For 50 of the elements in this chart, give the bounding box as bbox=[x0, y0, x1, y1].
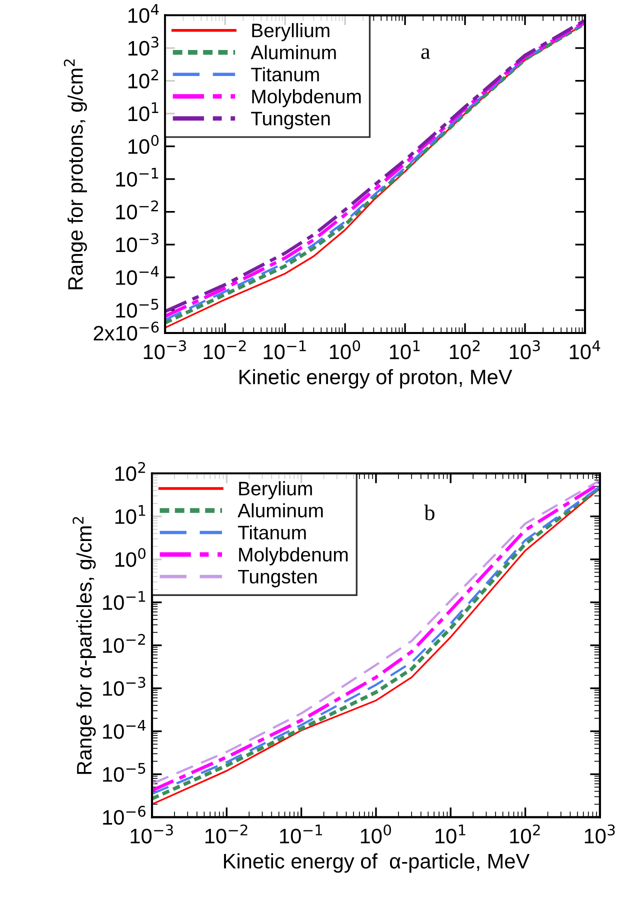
y-tick-label: 10$^{0}$ bbox=[128, 134, 159, 154]
x-tick-label: 10$^{4}$ bbox=[570, 340, 600, 360]
y-tick-label: 10$^{−5}$ bbox=[116, 298, 158, 318]
y-tick-label: 10$^{1}$ bbox=[115, 505, 146, 524]
annotation: a bbox=[421, 48, 430, 59]
y-tick-label: 10$^{−2}$ bbox=[116, 200, 158, 220]
legend-label: Titanum bbox=[238, 525, 306, 540]
y-axis-title: Range for α-particles, g/cm$^{2}$ bbox=[72, 517, 96, 774]
y-tick-label: 10$^{−5}$ bbox=[103, 763, 146, 782]
x-tick-label: 10$^{1}$ bbox=[436, 824, 466, 844]
annotation: b bbox=[424, 504, 434, 520]
x-tick-label: 10$^{−2}$ bbox=[204, 340, 246, 360]
legend-label: Aluminum bbox=[238, 503, 323, 518]
x-tick-label: 10$^{1}$ bbox=[390, 340, 420, 360]
y-tick-label: 10$^{2}$ bbox=[115, 462, 146, 481]
legend-label: Titanum bbox=[251, 67, 319, 82]
y-tick-label: 10$^{3}$ bbox=[128, 36, 158, 56]
text: Berylium bbox=[239, 481, 312, 500]
y-tick-label: 10$^{−3}$ bbox=[103, 676, 146, 696]
y-tick-label: 10$^{−3}$ bbox=[116, 233, 158, 252]
x-tick-label: 10$^{3}$ bbox=[584, 824, 615, 844]
x-tick-label: 10$^{2}$ bbox=[510, 824, 540, 844]
x-axis-title: Kinetic energy of α-particle, MeV bbox=[224, 853, 530, 873]
y-tick-label: 10$^{−2}$ bbox=[103, 634, 145, 653]
x-tick-label: 10$^{2}$ bbox=[450, 340, 480, 360]
y-tick-label: 10$^{−4}$ bbox=[103, 720, 146, 739]
y-tick-label: 10$^{1}$ bbox=[128, 102, 158, 122]
x-tick-label: 10$^{−1}$ bbox=[264, 340, 306, 360]
y-tick-label: 10$^{2}$ bbox=[128, 69, 158, 88]
x-tick-label: 10$^{−2}$ bbox=[205, 824, 248, 844]
y-tick-label: 10$^{0}$ bbox=[115, 548, 146, 567]
y-tick-label: 10$^{−1}$ bbox=[103, 591, 146, 610]
y-tick-label: 2x10$^{−6}$ bbox=[94, 322, 159, 341]
y-tick-label: 10$^{4}$ bbox=[128, 4, 159, 23]
legend-label: Tungsten bbox=[238, 570, 317, 588]
y-tick-label: 10$^{−4}$ bbox=[116, 266, 159, 285]
y-axis-title: Range for protons, g/cm$^{2}$ bbox=[64, 59, 87, 290]
x-tick-label: 10$^{−3}$ bbox=[144, 340, 186, 360]
x-tick-label: 10$^{3}$ bbox=[510, 340, 540, 360]
y-tick-label: 10$^{−1}$ bbox=[116, 168, 158, 187]
legend-label: Molybdenum bbox=[252, 89, 361, 108]
x-axis-title: Kinetic energy of proton, MeV bbox=[240, 369, 512, 389]
legend-label: Tungsten bbox=[251, 112, 330, 130]
legend-label: Beryllium bbox=[252, 23, 330, 42]
x-tick-label: 10$^{−1}$ bbox=[280, 824, 322, 844]
x-tick-label: 10$^{0}$ bbox=[360, 824, 391, 844]
legend-label: Aluminum bbox=[250, 45, 336, 60]
x-tick-label: 10$^{0}$ bbox=[330, 340, 360, 360]
y-tick-label: 10$^{−6}$ bbox=[103, 806, 146, 825]
legend-label: Molybdenum bbox=[239, 547, 348, 566]
